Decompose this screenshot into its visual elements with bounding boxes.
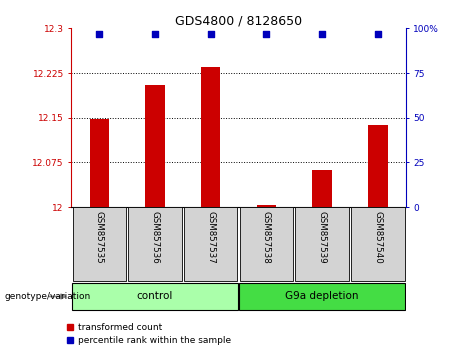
- Point: [319, 31, 326, 36]
- Bar: [89, 119, 109, 207]
- Bar: [296, 207, 349, 281]
- Text: control: control: [137, 291, 173, 302]
- Bar: [257, 205, 276, 207]
- Text: G9a depletion: G9a depletion: [285, 291, 359, 302]
- Bar: [145, 85, 165, 207]
- Point: [151, 31, 159, 36]
- Title: GDS4800 / 8128650: GDS4800 / 8128650: [175, 14, 302, 27]
- Text: GSM857537: GSM857537: [206, 211, 215, 264]
- Bar: [368, 125, 388, 207]
- Bar: [239, 283, 405, 310]
- Text: GSM857538: GSM857538: [262, 211, 271, 264]
- Bar: [72, 283, 238, 310]
- Bar: [72, 207, 126, 281]
- Text: GSM857540: GSM857540: [373, 211, 382, 264]
- Point: [374, 31, 382, 36]
- Text: genotype/variation: genotype/variation: [5, 292, 91, 301]
- Bar: [240, 207, 293, 281]
- Text: GSM857535: GSM857535: [95, 211, 104, 264]
- Point: [263, 31, 270, 36]
- Bar: [128, 207, 182, 281]
- Bar: [184, 207, 237, 281]
- Legend: transformed count, percentile rank within the sample: transformed count, percentile rank withi…: [67, 323, 230, 345]
- Point: [95, 31, 103, 36]
- Bar: [201, 67, 220, 207]
- Text: GSM857539: GSM857539: [318, 211, 327, 263]
- Text: GSM857536: GSM857536: [150, 211, 160, 264]
- Bar: [313, 170, 332, 207]
- Point: [207, 31, 214, 36]
- Bar: [351, 207, 405, 281]
